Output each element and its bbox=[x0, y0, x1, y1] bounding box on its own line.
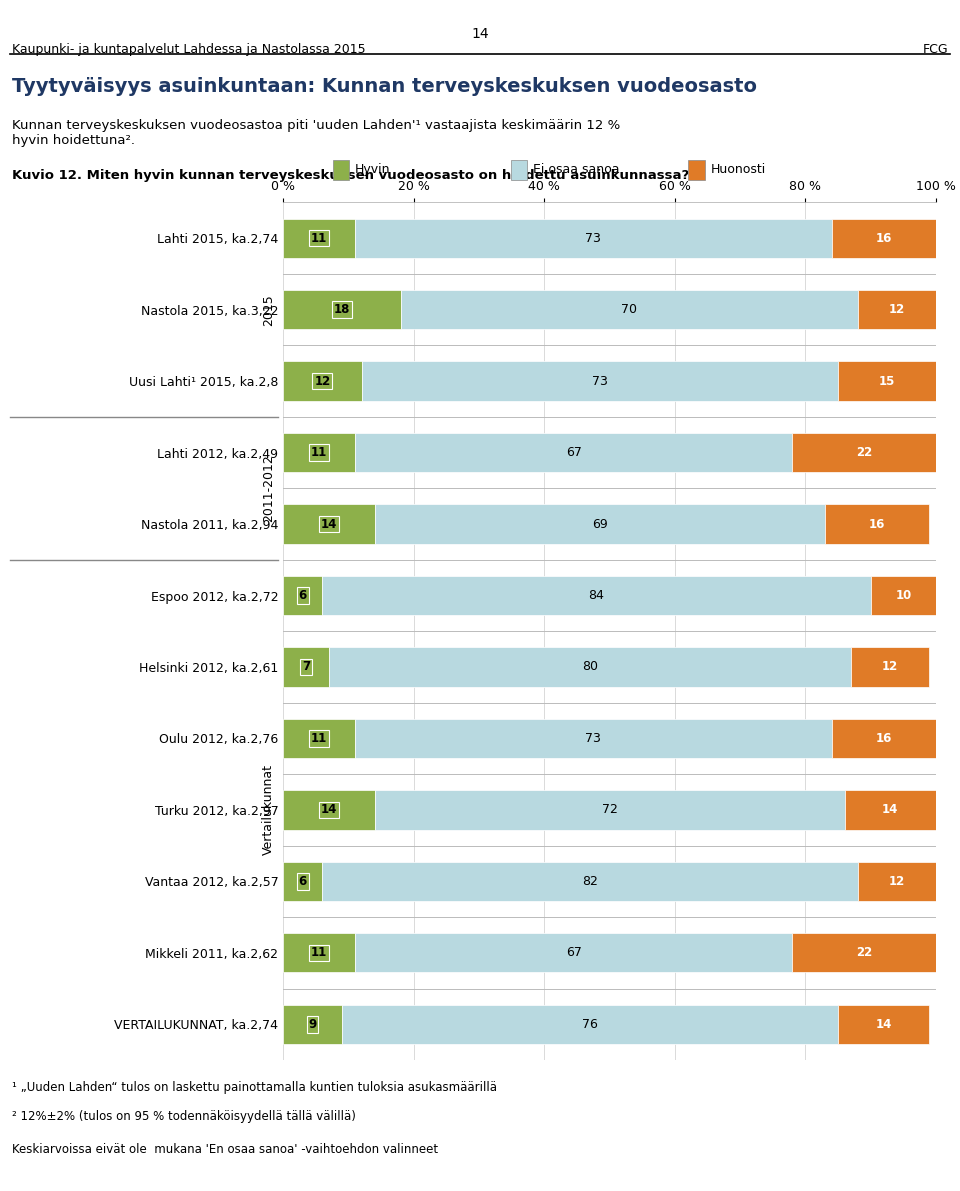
Text: 6: 6 bbox=[299, 875, 307, 887]
Text: 69: 69 bbox=[592, 518, 608, 530]
Bar bbox=[355, 934, 792, 972]
Text: 67: 67 bbox=[565, 947, 582, 959]
Bar bbox=[362, 362, 838, 400]
Bar bbox=[283, 862, 323, 902]
Text: 76: 76 bbox=[582, 1018, 598, 1030]
Text: 12: 12 bbox=[882, 661, 899, 673]
Text: Vertailukunnat: Vertailukunnat bbox=[262, 765, 276, 855]
Bar bbox=[355, 719, 831, 759]
Bar bbox=[825, 505, 929, 544]
Bar bbox=[283, 719, 355, 759]
Bar bbox=[355, 434, 792, 473]
Bar bbox=[283, 362, 362, 400]
Text: 14: 14 bbox=[471, 27, 489, 42]
Text: Kuvio 12. Miten hyvin kunnan terveyskeskuksen vuodeosasto on hoidettu asuinkunna: Kuvio 12. Miten hyvin kunnan terveyskesk… bbox=[12, 169, 688, 182]
Bar bbox=[283, 648, 329, 686]
Text: 9: 9 bbox=[308, 1018, 317, 1030]
Bar bbox=[283, 576, 323, 616]
Text: 11: 11 bbox=[311, 232, 327, 244]
Bar bbox=[400, 291, 857, 330]
Bar bbox=[792, 934, 936, 972]
Text: Keskiarvoissa eivät ole  mukana 'En osaa sanoa' -vaihtoehdon valinneet: Keskiarvoissa eivät ole mukana 'En osaa … bbox=[12, 1143, 438, 1156]
Bar bbox=[329, 648, 852, 686]
Text: Tyytyväisyys asuinkuntaan: Kunnan terveyskeskuksen vuodeosasto: Tyytyväisyys asuinkuntaan: Kunnan tervey… bbox=[12, 77, 756, 96]
Text: FCG: FCG bbox=[923, 43, 948, 56]
Text: 14: 14 bbox=[321, 804, 337, 816]
Bar bbox=[857, 291, 936, 330]
Text: 14: 14 bbox=[876, 1018, 892, 1030]
Bar bbox=[283, 505, 374, 544]
Bar bbox=[857, 862, 936, 902]
Text: 73: 73 bbox=[592, 375, 608, 387]
Text: Ei osaa sanoa: Ei osaa sanoa bbox=[533, 163, 619, 175]
Bar bbox=[283, 1005, 342, 1043]
Text: 73: 73 bbox=[586, 232, 601, 244]
Text: 16: 16 bbox=[876, 232, 892, 244]
Text: 2015: 2015 bbox=[262, 294, 276, 325]
Bar bbox=[323, 576, 871, 616]
Bar bbox=[838, 1005, 929, 1043]
Text: ¹ „Uuden Lahden“ tulos on laskettu painottamalla kuntien tuloksia asukasmäärillä: ¹ „Uuden Lahden“ tulos on laskettu paino… bbox=[12, 1081, 496, 1095]
Text: 67: 67 bbox=[565, 447, 582, 459]
Text: 12: 12 bbox=[889, 304, 905, 316]
Text: 2011-2012: 2011-2012 bbox=[262, 455, 276, 522]
Bar bbox=[871, 576, 936, 616]
Text: 82: 82 bbox=[582, 875, 598, 887]
Bar bbox=[838, 362, 936, 400]
Text: 7: 7 bbox=[302, 661, 310, 673]
Bar bbox=[374, 791, 845, 830]
Text: 6: 6 bbox=[299, 590, 307, 601]
Bar bbox=[792, 434, 936, 473]
Text: 15: 15 bbox=[878, 375, 896, 387]
Bar bbox=[283, 434, 355, 473]
Text: 73: 73 bbox=[586, 732, 601, 744]
Text: 12: 12 bbox=[314, 375, 330, 387]
Bar bbox=[323, 862, 857, 902]
Bar bbox=[374, 505, 825, 544]
Text: 22: 22 bbox=[856, 947, 873, 959]
Text: 16: 16 bbox=[876, 732, 892, 744]
Bar bbox=[283, 219, 355, 258]
Text: 12: 12 bbox=[889, 875, 905, 887]
Text: 11: 11 bbox=[311, 732, 327, 744]
Text: 22: 22 bbox=[856, 447, 873, 459]
Text: Kunnan terveyskeskuksen vuodeosastoa piti 'uuden Lahden'¹ vastaajista keskimääri: Kunnan terveyskeskuksen vuodeosastoa pit… bbox=[12, 119, 620, 148]
Text: 84: 84 bbox=[588, 590, 605, 601]
Text: Kaupunki- ja kuntapalvelut Lahdessa ja Nastolassa 2015: Kaupunki- ja kuntapalvelut Lahdessa ja N… bbox=[12, 43, 365, 56]
Text: 72: 72 bbox=[602, 804, 617, 816]
Text: 11: 11 bbox=[311, 947, 327, 959]
Text: 80: 80 bbox=[582, 661, 598, 673]
Bar bbox=[355, 219, 831, 258]
Text: ² 12%±2% (tulos on 95 % todennäköisyydellä tällä välillä): ² 12%±2% (tulos on 95 % todennäköisyydel… bbox=[12, 1110, 355, 1123]
Text: 16: 16 bbox=[869, 518, 885, 530]
Bar bbox=[852, 648, 929, 686]
Text: 14: 14 bbox=[882, 804, 899, 816]
Text: 18: 18 bbox=[334, 304, 350, 316]
Text: Huonosti: Huonosti bbox=[710, 163, 766, 175]
Text: 10: 10 bbox=[896, 590, 911, 601]
Text: 70: 70 bbox=[621, 304, 637, 316]
Bar bbox=[283, 791, 374, 830]
Text: Hyvin: Hyvin bbox=[355, 163, 391, 175]
Text: 11: 11 bbox=[311, 447, 327, 459]
Bar bbox=[831, 219, 936, 258]
Bar bbox=[845, 791, 936, 830]
Bar bbox=[831, 719, 936, 759]
Bar bbox=[283, 934, 355, 972]
Bar bbox=[342, 1005, 838, 1043]
Bar bbox=[283, 291, 400, 330]
Text: 14: 14 bbox=[321, 518, 337, 530]
